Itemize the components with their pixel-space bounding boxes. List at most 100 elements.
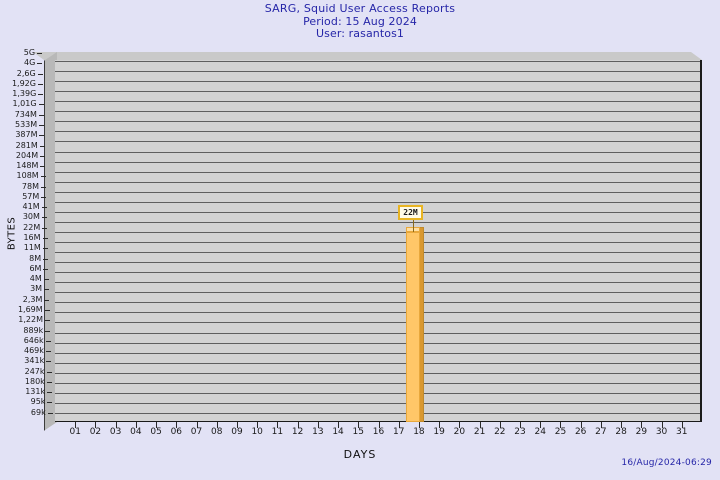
- y-tick-label: 108M: [16, 171, 39, 181]
- y-tick-label: 30M: [22, 212, 40, 222]
- gridline: [55, 392, 700, 394]
- gridline: [55, 191, 700, 193]
- y-tick-mark: [43, 258, 49, 260]
- y-tick-mark: [45, 330, 51, 332]
- bar-label-stem: [413, 217, 415, 232]
- x-tick-label: 31: [676, 427, 688, 437]
- x-tick-label: 17: [392, 427, 405, 437]
- x-tick-mark: [418, 422, 420, 428]
- y-tick-label: 1,39G: [12, 89, 37, 99]
- plot-area: 22M: [55, 60, 702, 422]
- y-tick-label: 341k: [24, 356, 45, 366]
- gridline: [55, 131, 700, 133]
- x-tick-mark: [661, 422, 663, 428]
- y-tick-label: 4G: [24, 58, 36, 68]
- gridline: [55, 372, 700, 374]
- y-tick-mark: [47, 392, 53, 394]
- y-tick-mark: [39, 135, 45, 137]
- x-tick-mark: [358, 422, 360, 428]
- x-tick-mark: [135, 422, 137, 428]
- gridline: [55, 151, 700, 153]
- y-tick-mark: [41, 217, 47, 219]
- y-tick-mark: [42, 248, 48, 250]
- y-tick-mark: [47, 402, 53, 404]
- x-tick-mark: [216, 422, 218, 428]
- gridline: [55, 322, 700, 324]
- x-tick-label: 07: [190, 427, 203, 437]
- y-tick-label: 204M: [15, 150, 39, 160]
- gridline: [55, 302, 700, 304]
- gridline: [55, 101, 700, 103]
- x-tick-mark: [520, 422, 522, 428]
- y-tick-mark: [39, 145, 45, 147]
- y-tick-label: 180k: [24, 376, 45, 386]
- gridline: [55, 71, 700, 73]
- y-tick-label: 281M: [15, 140, 38, 150]
- y-tick-mark: [45, 351, 51, 353]
- gridline: [55, 211, 700, 213]
- gridline: [55, 352, 700, 354]
- x-tick-mark: [499, 422, 501, 428]
- x-tick-mark: [600, 422, 602, 428]
- x-tick-label: 02: [89, 427, 102, 437]
- x-tick-label: 23: [514, 427, 526, 437]
- y-tick-label: 646k: [23, 335, 44, 345]
- y-tick-label: 1,69M: [17, 304, 43, 314]
- bar[interactable]: [406, 231, 421, 422]
- gridline: [55, 91, 700, 93]
- plot-top-face-3d: [32, 52, 702, 60]
- y-tick-label: 11M: [23, 243, 41, 253]
- y-tick-mark: [38, 104, 44, 106]
- x-tick-mark: [560, 422, 562, 428]
- x-tick-label: 10: [251, 427, 263, 437]
- y-tick-label: 95k: [30, 397, 46, 407]
- x-tick-mark: [297, 422, 299, 428]
- y-tick-label: 469k: [24, 346, 44, 356]
- x-tick-label: 08: [211, 427, 223, 437]
- y-tick-mark: [47, 412, 53, 414]
- x-tick-label: 04: [130, 427, 142, 437]
- y-tick-label: 247k: [24, 366, 45, 376]
- y-tick-label: 16M: [23, 233, 41, 243]
- y-tick-mark: [42, 238, 48, 240]
- y-tick-mark: [38, 94, 44, 96]
- gridline: [55, 382, 700, 384]
- x-tick-label: 19: [433, 427, 445, 437]
- x-tick-label: 13: [312, 427, 324, 437]
- y-tick-label: 22M: [23, 222, 41, 232]
- y-tick-label: 5G: [23, 48, 36, 58]
- x-tick-label: 15: [352, 427, 364, 437]
- gridline: [55, 312, 700, 314]
- gridline: [55, 231, 700, 233]
- bar-value-label: 22M: [398, 204, 423, 220]
- page-title: SARG, Squid User Access Reports: [264, 2, 456, 15]
- gridline: [55, 121, 700, 123]
- x-tick-label: 22: [494, 427, 506, 437]
- x-tick-mark: [338, 422, 340, 428]
- y-tick-mark: [40, 166, 46, 168]
- y-tick-label: 2,6G: [16, 68, 36, 78]
- x-tick-mark: [540, 422, 542, 428]
- y-tick-mark: [41, 196, 47, 198]
- y-tick-mark: [37, 73, 43, 75]
- x-tick-mark: [75, 422, 77, 428]
- gridline: [55, 362, 700, 364]
- x-tick-label: 20: [453, 427, 466, 437]
- x-tick-mark: [439, 422, 441, 428]
- x-axis-title: DAYS: [343, 448, 377, 461]
- gridline: [55, 262, 700, 264]
- gridline: [55, 242, 700, 243]
- x-tick-label: 05: [150, 427, 162, 437]
- y-tick-label: 889k: [23, 325, 44, 335]
- y-tick-label: 148M: [16, 161, 39, 171]
- x-tick-label: 21: [473, 427, 486, 437]
- y-tick-label: 1,22M: [18, 315, 43, 325]
- y-tick-mark: [41, 207, 47, 209]
- y-tick-label: 2,3M: [22, 294, 43, 304]
- y-tick-mark: [43, 279, 49, 281]
- y-axis-title: BYTES: [6, 216, 18, 251]
- report-user: User: rasantos1: [315, 27, 405, 41]
- y-tick-mark: [39, 124, 45, 126]
- gridline: [55, 282, 700, 284]
